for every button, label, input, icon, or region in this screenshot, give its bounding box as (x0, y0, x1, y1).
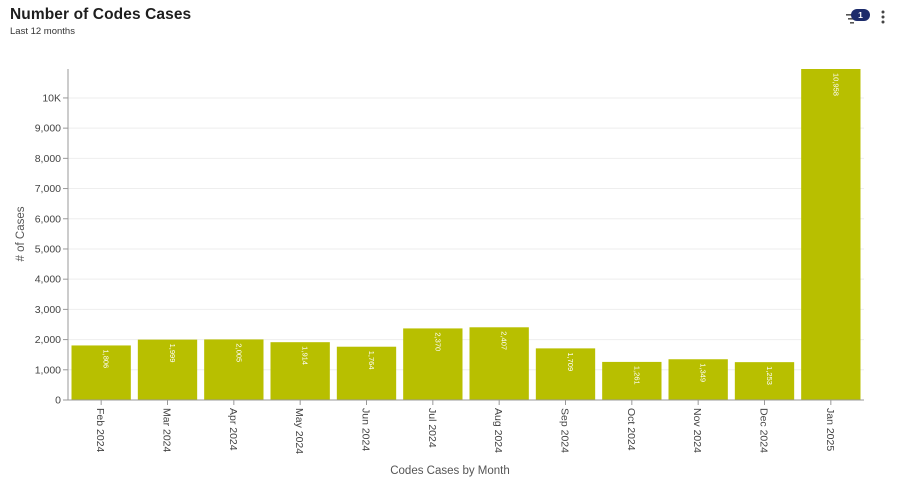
y-tick-label: 6,000 (35, 213, 61, 225)
bar[interactable] (137, 339, 198, 400)
chart-subtitle: Last 12 months (10, 26, 75, 37)
x-tick-label: Sep 2024 (559, 408, 571, 453)
bar[interactable] (801, 69, 861, 400)
bar[interactable] (602, 361, 662, 400)
bar[interactable] (270, 342, 330, 400)
x-tick-label: Oct 2024 (625, 408, 637, 451)
x-tick-label: Dec 2024 (758, 408, 770, 453)
bar-value-label: 1,709 (566, 352, 575, 371)
bar[interactable] (668, 359, 728, 400)
x-axis-ticks: Feb 2024 Mar 2024 Apr 2024 May 2024 Jun 2024… (94, 400, 836, 454)
bar[interactable] (469, 327, 529, 400)
x-tick-label: Apr 2024 (227, 408, 239, 451)
bar-value-label: 1,914 (301, 346, 310, 365)
y-tick-label: 4,000 (35, 274, 61, 286)
x-tick-label: Aug 2024 (492, 408, 504, 453)
y-axis-ticks: 0 1,000 2,000 3,000 4,000 5,000 6,000 7,000 8,00… (35, 92, 68, 407)
filter-count-badge: 1 (851, 9, 870, 21)
chart-toolbar: 1 (846, 9, 888, 29)
y-tick-label: 9,000 (35, 123, 61, 135)
more-options-button[interactable] (878, 10, 888, 28)
y-tick-label: 2,000 (35, 334, 61, 346)
y-tick-label: 1,000 (35, 364, 61, 376)
x-tick-label: Jan 2025 (824, 408, 836, 451)
chart-header: Number of Codes Cases Last 12 months (10, 6, 191, 37)
y-tick-label: 3,000 (35, 304, 61, 316)
x-tick-label: Feb 2024 (94, 408, 106, 453)
bar[interactable] (71, 345, 131, 400)
filter-button[interactable]: 1 (846, 9, 870, 29)
bar-value-label: 1,764 (367, 351, 376, 370)
bar-value-label: 1,261 (632, 366, 641, 385)
bar-value-label: 2,407 (500, 331, 509, 350)
x-tick-label: Jun 2024 (360, 408, 372, 451)
bar-value-label: 2,005 (234, 343, 243, 362)
x-tick-label: Mar 2024 (161, 408, 173, 453)
x-tick-label: Jul 2024 (426, 408, 438, 448)
bar[interactable] (403, 328, 463, 400)
bar[interactable] (734, 362, 795, 400)
bar-value-label: 1,253 (765, 366, 774, 385)
y-axis-title: # of Cases (15, 206, 27, 261)
grid-lines (68, 97, 864, 371)
x-tick-label: Nov 2024 (691, 408, 703, 453)
x-axis-title: Codes Cases by Month (390, 465, 510, 477)
bar-value-label: 10,958 (831, 73, 840, 96)
bar-value-labels: 1,806 1,999 2,005 1,914 1,764 2,370 2,407 1,709… (102, 73, 841, 385)
y-tick-label: 7,000 (35, 183, 61, 195)
y-tick-label: 10K (42, 92, 61, 104)
bar-value-label: 1,999 (168, 344, 177, 363)
more-vertical-icon (881, 10, 885, 24)
bar-value-label: 1,349 (699, 363, 708, 382)
x-tick-label: May 2024 (293, 408, 305, 454)
bars (71, 69, 861, 400)
y-tick-label: 0 (55, 395, 61, 407)
bar-value-label: 1,806 (102, 349, 111, 368)
chart-title: Number of Codes Cases (10, 6, 192, 23)
y-tick-label: 5,000 (35, 243, 61, 255)
bar-value-label: 2,370 (433, 332, 442, 351)
y-tick-label: 8,000 (35, 153, 61, 165)
bar[interactable] (535, 348, 596, 400)
bar[interactable] (204, 339, 264, 400)
bar[interactable] (336, 346, 397, 400)
